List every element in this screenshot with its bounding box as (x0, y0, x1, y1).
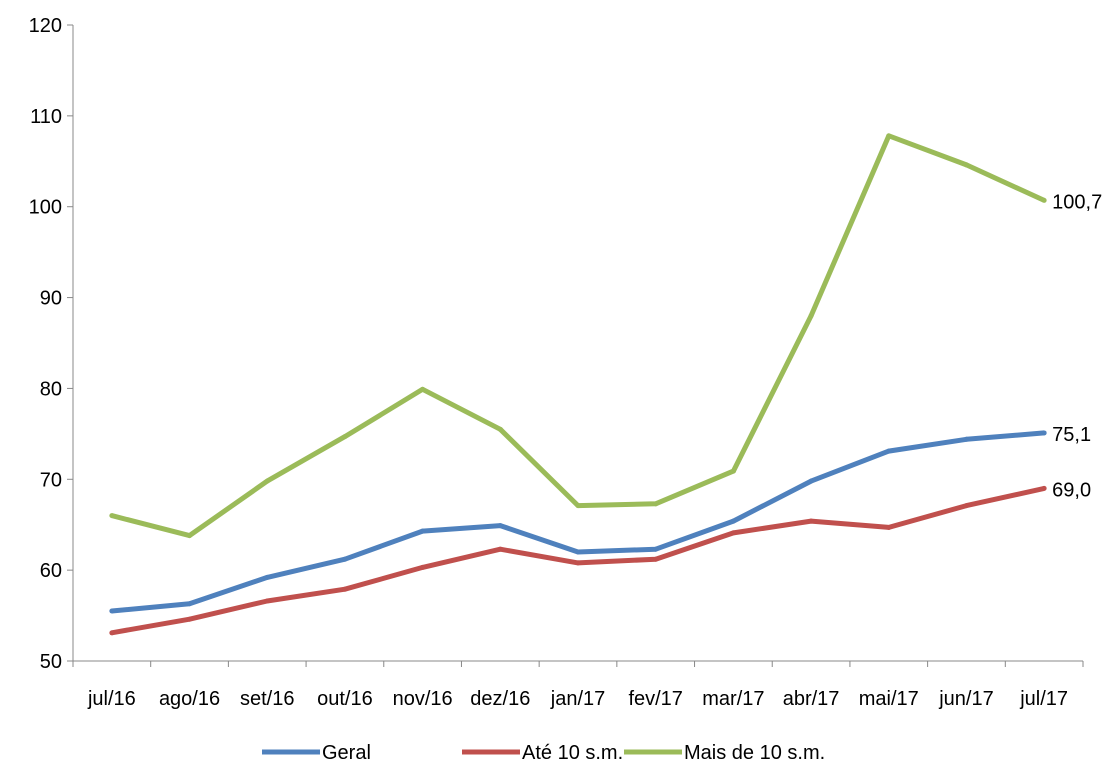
y-tick-label: 120 (29, 15, 62, 37)
data-point (109, 630, 115, 636)
legend: Geral Até 10 s.m. Mais de 10 s.m. (262, 742, 825, 764)
legend-label: Mais de 10 s.m. (684, 742, 825, 764)
data-point (808, 313, 814, 319)
x-tick-label: set/16 (240, 688, 294, 710)
x-tick-label: jul/16 (87, 688, 136, 710)
data-point (187, 601, 193, 607)
data-point (653, 556, 659, 562)
end-labels: 75,1 69,0 100,7 (1052, 191, 1102, 501)
data-point (575, 560, 581, 566)
data-point (420, 528, 426, 534)
data-point (886, 133, 892, 139)
data-point (187, 616, 193, 622)
data-point (342, 586, 348, 592)
data-point (886, 524, 892, 530)
data-point (963, 503, 969, 509)
data-point (497, 546, 503, 552)
x-tick-label: jul/17 (1019, 688, 1068, 710)
data-point (420, 564, 426, 570)
data-point (575, 503, 581, 509)
data-point (730, 468, 736, 474)
x-tick-label: fev/17 (628, 688, 682, 710)
data-point (264, 598, 270, 604)
data-point (653, 501, 659, 507)
y-tick-label: 90 (40, 288, 62, 310)
data-point (264, 574, 270, 580)
data-point (730, 518, 736, 524)
y-tick-label: 60 (40, 560, 62, 582)
x-tick-label: out/16 (317, 688, 373, 710)
data-point (187, 533, 193, 539)
x-tick-label: nov/16 (393, 688, 453, 710)
y-tick-label: 50 (40, 651, 62, 673)
series-layer (109, 133, 1047, 636)
y-tick-label: 80 (40, 378, 62, 400)
data-label: 100,7 (1052, 191, 1102, 213)
series-line-3 (111, 133, 1046, 539)
y-tick-label: 100 (29, 197, 62, 219)
data-point (109, 513, 115, 519)
data-point (808, 518, 814, 524)
data-point (109, 608, 115, 614)
data-point (342, 434, 348, 440)
x-tick-label: jan/17 (550, 688, 606, 710)
data-point (886, 448, 892, 454)
data-label: 69,0 (1052, 479, 1091, 501)
data-point (963, 162, 969, 168)
data-label: 75,1 (1052, 424, 1091, 446)
data-point (653, 546, 659, 552)
data-point (497, 523, 503, 529)
x-tick-label: mar/17 (702, 688, 764, 710)
data-point (342, 556, 348, 562)
x-tick-label: mai/17 (859, 688, 919, 710)
x-tick-label: jun/17 (938, 688, 994, 710)
data-point (1041, 430, 1047, 436)
axes: 50 60 70 80 90 100 110 120 jul/16 ago/16 set/16 out… (29, 15, 1084, 710)
data-point (730, 530, 736, 536)
y-tick-label: 110 (30, 106, 62, 128)
data-point (1041, 485, 1047, 491)
legend-label: Geral (322, 742, 371, 764)
data-point (963, 436, 969, 442)
data-point (420, 386, 426, 392)
data-point (497, 426, 503, 432)
x-tick-label: dez/16 (470, 688, 530, 710)
data-point (264, 478, 270, 484)
y-tick-label: 70 (40, 469, 62, 491)
legend-label: Até 10 s.m. (522, 742, 623, 764)
data-point (808, 478, 814, 484)
x-tick-label: abr/17 (783, 688, 840, 710)
data-point (575, 549, 581, 555)
data-point (1041, 197, 1047, 203)
x-tick-label: ago/16 (159, 688, 220, 710)
